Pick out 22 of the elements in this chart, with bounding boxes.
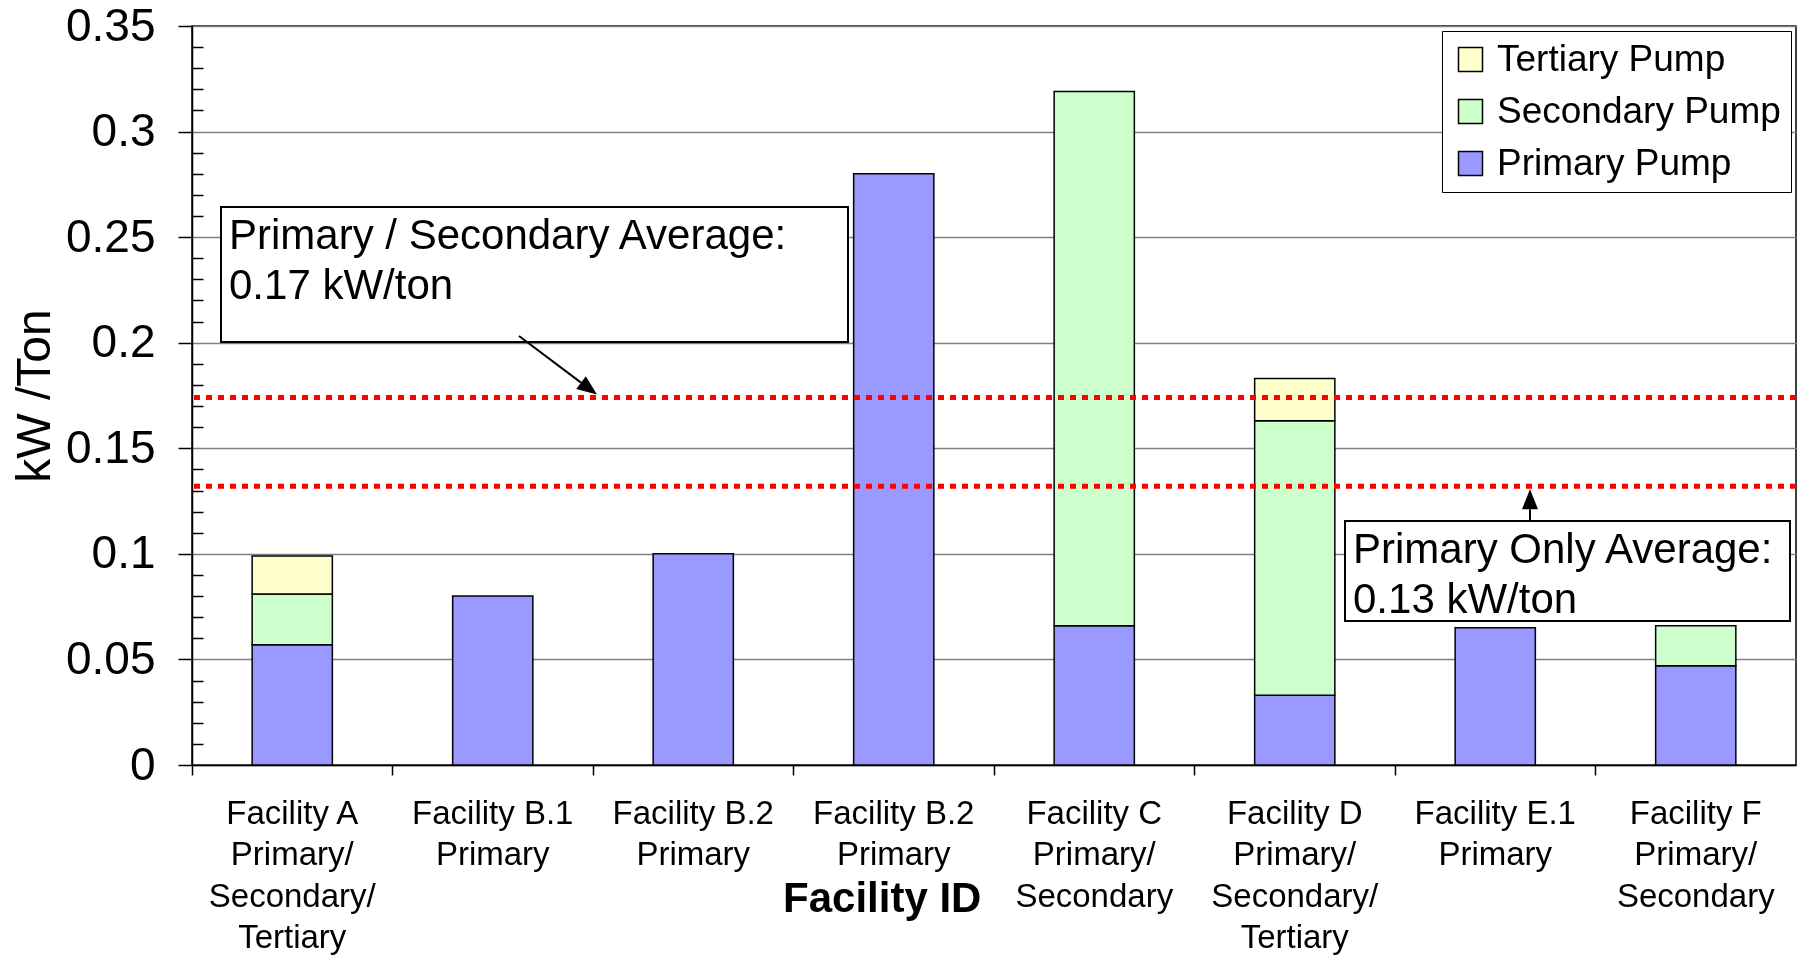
x-tick-label: Facility A Primary/ Secondary/ Tertiary	[208, 793, 377, 955]
x-tick-label: Facility B.1 Primary	[412, 793, 574, 872]
x-tick-label: Facility D Primary/ Secondary/ Tertiary	[1211, 793, 1380, 955]
legend-label: Tertiary Pump	[1497, 37, 1726, 79]
y-axis-title: kW /Ton	[6, 309, 60, 483]
x-tick-label: Facility B.2 Primary	[813, 793, 975, 872]
y-tick-label: 0.05	[65, 631, 156, 684]
x-tick-label: Facility E.1 Primary	[1414, 793, 1576, 872]
x-tick-label: Facility C Primary/ Secondary	[1015, 793, 1174, 914]
y-tick-label: 0.35	[65, 0, 156, 51]
x-tick-label: Facility F Primary/ Secondary	[1616, 793, 1776, 914]
legend-label: Secondary Pump	[1497, 89, 1781, 131]
legend-label: Primary Pump	[1497, 141, 1732, 183]
y-tick-label: 0.1	[91, 526, 156, 579]
y-tick-label: 0.3	[91, 104, 156, 157]
y-tick-label: 0.15	[65, 420, 156, 473]
y-tick-label: 0	[129, 737, 156, 790]
x-axis-title: Facility ID	[783, 873, 982, 921]
y-tick-label: 0.25	[65, 209, 156, 262]
ref-line-label: Primary / Secondary Average: 0.17 kW/ton	[229, 211, 787, 308]
y-tick-label: 0.2	[91, 315, 156, 368]
x-tick-label: Facility B.2 Primary	[612, 793, 774, 872]
